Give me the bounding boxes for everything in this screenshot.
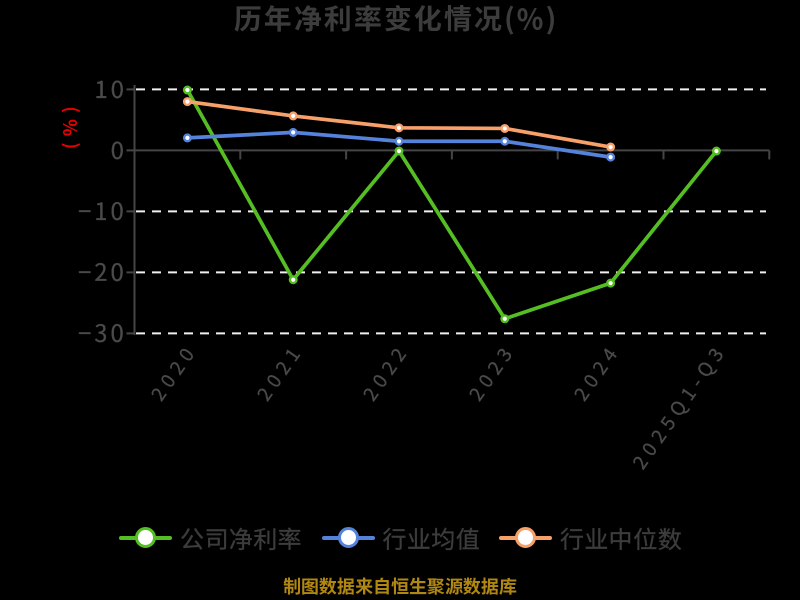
chart-title: 历年净利率变化情况(%) [233,0,559,38]
legend-marker-circle [515,527,536,548]
data-point-marker [606,152,616,162]
data-point-marker [500,123,510,133]
data-point-marker [288,275,298,285]
y-tick-label: 0 [110,131,127,167]
legend-label: 公司净利率 [180,519,302,555]
legend-marker-line [321,527,375,548]
series-line [185,88,719,321]
data-point-marker [288,127,298,137]
data-point-marker [606,278,616,288]
data-point-marker [394,123,404,133]
data-point-marker [288,111,298,121]
legend-item[interactable]: 公司净利率 [119,519,302,555]
y-tick-label: −30 [78,314,127,350]
data-point-marker [500,314,510,324]
data-source-note: 制图数据来自恒生聚源数据库 [283,573,517,599]
legend-item[interactable]: 行业中位数 [499,519,682,555]
data-point-marker [182,85,192,95]
y-tick-label: −10 [78,192,127,228]
legend-marker-line [119,527,172,548]
legend-marker-circle [337,527,359,548]
legend-label: 行业均值 [382,519,481,555]
data-point-marker [500,136,510,146]
legend-marker-line [499,527,552,548]
data-point-marker [394,146,404,156]
data-point-marker [711,146,721,156]
data-point-marker [394,136,404,146]
legend-label: 行业中位数 [560,519,682,555]
legend-marker-circle [135,527,156,548]
data-point-marker [182,133,192,143]
legend-item[interactable]: 行业均值 [321,519,481,555]
y-tick-label: −20 [78,253,127,289]
data-point-marker [182,97,192,107]
data-point-marker [606,142,616,152]
y-tick-label: 10 [94,70,127,106]
